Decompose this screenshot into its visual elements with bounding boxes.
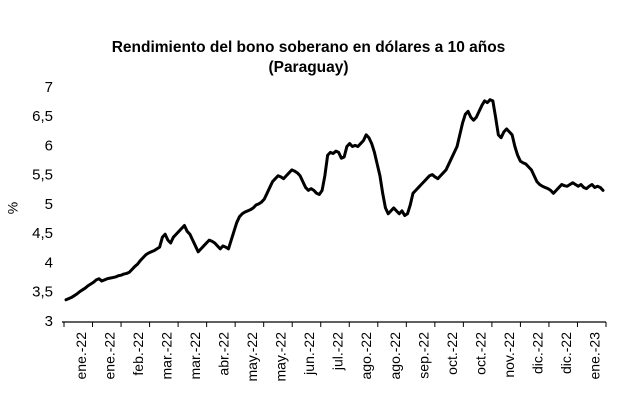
x-axis-ticks bbox=[63, 322, 607, 327]
x-tick-label: ago.-22 bbox=[358, 332, 374, 380]
x-tick-label: may.-22 bbox=[273, 332, 289, 382]
x-tick-label: mar.-22 bbox=[187, 332, 203, 380]
chart-title-block: Rendimiento del bono soberano en dólares… bbox=[0, 38, 617, 78]
x-tick-label: mar.-22 bbox=[159, 332, 175, 380]
x-tick-label: sep.-22 bbox=[415, 332, 431, 379]
y-tick-label: 5,5 bbox=[32, 167, 53, 184]
y-tick-label: 6,5 bbox=[32, 108, 53, 125]
x-tick-label: abr.-22 bbox=[216, 332, 232, 376]
x-tick-label: oct.-22 bbox=[444, 332, 460, 375]
chart-subtitle: (Paraguay) bbox=[268, 59, 349, 76]
x-tick-label: ene.-22 bbox=[73, 332, 89, 380]
yield-series-line bbox=[64, 98, 605, 302]
x-tick-label: ago.-22 bbox=[387, 332, 403, 380]
x-tick-label: oct.-22 bbox=[472, 332, 488, 375]
x-tick-label: nov.-22 bbox=[501, 332, 517, 378]
x-tick-label: jun.-22 bbox=[301, 332, 317, 376]
y-tick-label: 6 bbox=[45, 137, 53, 154]
x-tick-label: feb.-22 bbox=[130, 332, 146, 376]
y-axis-label: % bbox=[5, 202, 21, 214]
x-tick-label: may.-22 bbox=[244, 332, 260, 382]
chart-title: Rendimiento del bono soberano en dólares… bbox=[111, 39, 506, 56]
x-tick-label: dic.-22 bbox=[529, 332, 545, 374]
y-tick-label: 4 bbox=[45, 254, 53, 271]
y-tick-label: 5 bbox=[45, 196, 53, 213]
y-tick-label: 3,5 bbox=[32, 284, 53, 301]
y-axis-tick-labels: 3 3,5 4 4,5 5 5,5 6 6,5 7 bbox=[32, 79, 53, 330]
y-tick-label: 3 bbox=[45, 313, 53, 330]
y-tick-label: 7 bbox=[45, 79, 53, 96]
y-tick-label: 4,5 bbox=[32, 225, 53, 242]
x-tick-label: ene.-23 bbox=[586, 332, 602, 380]
x-axis-tick-labels: ene.-22 ene.-22 feb.-22 mar.-22 mar.-22 abr.-… bbox=[73, 332, 602, 382]
x-tick-label: dic.-22 bbox=[558, 332, 574, 374]
x-tick-label: ene.-22 bbox=[101, 332, 117, 380]
x-tick-label: jul.-22 bbox=[330, 332, 346, 371]
